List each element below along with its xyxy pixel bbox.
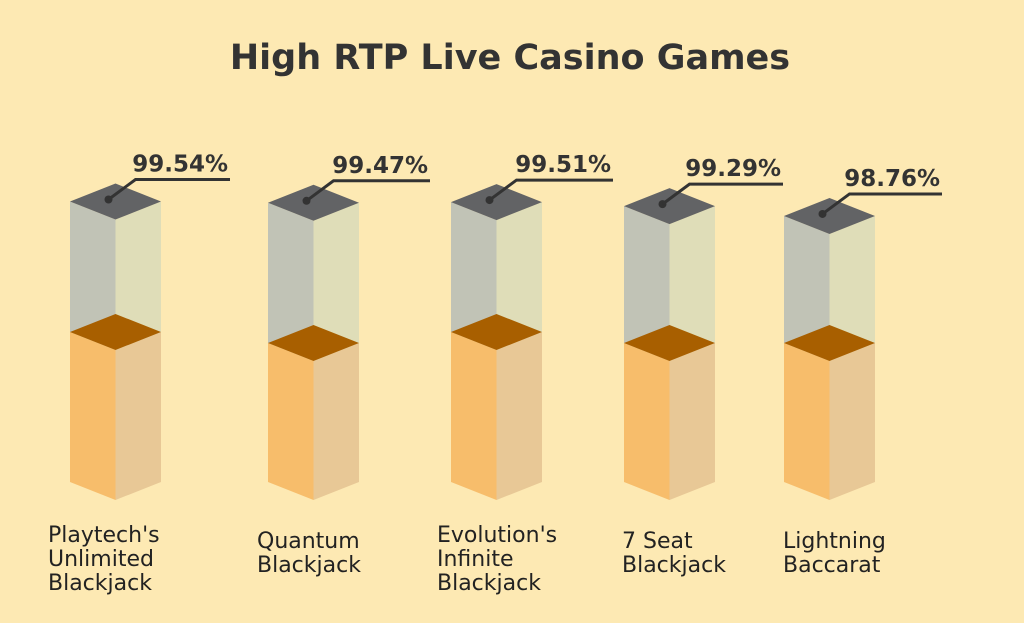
bar-upper-left-face	[70, 201, 116, 350]
bar-lower-right-face	[496, 332, 542, 500]
bar-mid-cap	[451, 314, 542, 350]
bar-top-cap	[624, 188, 715, 225]
bar-lower-left-face	[451, 332, 497, 500]
bar-upper-left-face	[624, 206, 670, 361]
bar-upper-right-face	[829, 215, 875, 361]
bar-mid-cap	[784, 325, 875, 361]
category-label: 7 Seat Blackjack	[622, 529, 726, 578]
bar-mid-cap	[268, 325, 359, 361]
bar-upper-left-face	[784, 215, 830, 361]
bar-value-label: 99.51%	[515, 152, 611, 178]
bar-top-cap	[70, 183, 161, 220]
bar-lower-right-face	[669, 343, 715, 500]
bar-mid-cap	[624, 325, 715, 361]
bar-upper-left-face	[268, 202, 314, 361]
bar-upper-left-face	[451, 202, 497, 350]
bar-value-label: 99.29%	[685, 156, 781, 182]
leader-line	[488, 178, 613, 202]
leader-line	[107, 178, 230, 201]
category-label: Lightning Baccarat	[783, 529, 886, 578]
leader-line	[305, 179, 430, 203]
bar-lower-left-face	[70, 332, 116, 500]
bar-top-cap	[784, 197, 875, 234]
bar-lower-right-face	[829, 343, 875, 500]
bar-value-label: 99.47%	[332, 153, 428, 179]
bar-mid-cap	[70, 314, 161, 350]
bar-upper-right-face	[669, 206, 715, 361]
bar-upper-right-face	[313, 202, 359, 361]
bar-value-label: 98.76%	[844, 166, 940, 192]
bar-top-cap	[268, 184, 359, 221]
chart-title: High RTP Live Casino Games	[229, 38, 791, 78]
bar-upper-right-face	[496, 202, 542, 350]
bar-value-label: 99.54%	[132, 152, 228, 178]
category-label: Evolution's Infinite Blackjack	[437, 523, 558, 596]
leader-line	[821, 192, 942, 216]
bar-upper-right-face	[115, 201, 161, 350]
bar-lower-right-face	[313, 343, 359, 500]
bar-lower-left-face	[784, 343, 830, 500]
category-label: Playtech's Unlimited Blackjack	[48, 523, 160, 596]
leader-line	[661, 182, 783, 206]
bar-top-cap	[451, 184, 542, 221]
bar-lower-left-face	[268, 343, 314, 500]
bar-lower-right-face	[115, 332, 161, 500]
category-label: Quantum Blackjack	[257, 529, 361, 578]
bar-lower-left-face	[624, 343, 670, 500]
